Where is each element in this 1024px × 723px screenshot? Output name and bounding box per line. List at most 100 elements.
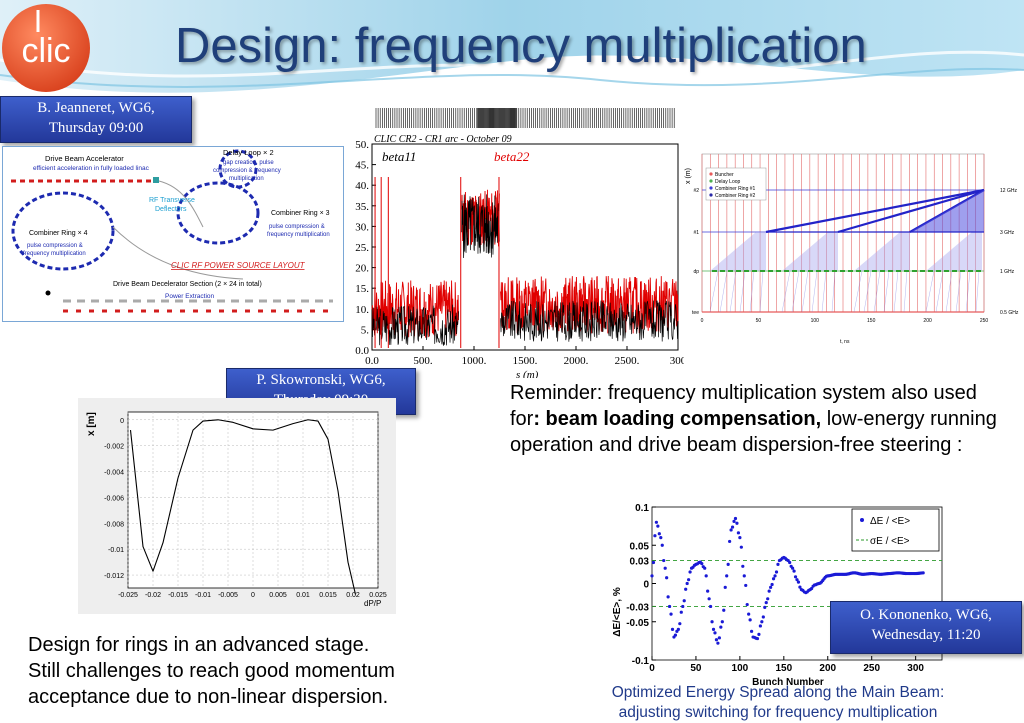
dispersion-xtick-label: -0.01 [195, 592, 211, 599]
dispersion-xtick-label: -0.025 [118, 592, 138, 599]
freq-fan-line [811, 270, 818, 313]
dispersion-chart-svg: x [m] dP/P -0.025 -0.02 -0.015 -0.01 -0.005 0… [86, 411, 387, 608]
energy-xtick-label: 50 [690, 663, 702, 674]
energy-point [733, 516, 738, 521]
svg-text:frequency multiplication: frequency multiplication [23, 251, 86, 257]
energy-legend-2: σE / <E> [870, 536, 910, 547]
svg-text:gap creation, pulse: gap creation, pulse [223, 160, 274, 166]
energy-point [760, 620, 764, 624]
beta-chart-title: CLIC CR2 - CR1 arc - October 09 [374, 134, 512, 145]
svg-text:Combiner Ring × 4: Combiner Ring × 4 [29, 230, 88, 237]
energy-xtick-label: 100 [732, 663, 749, 674]
energy-ytick-label: 0.1 [635, 503, 649, 514]
freq-right-label: 0.5 GHz [1000, 310, 1019, 316]
energy-point [755, 636, 760, 641]
energy-point [650, 574, 654, 578]
energy-point [707, 597, 711, 601]
dispersion-ytick-label: -0.004 [104, 470, 124, 477]
energy-point [771, 577, 776, 581]
svg-text:Drive Beam Decelerator Section: Drive Beam Decelerator Section (2 × 24 i… [113, 281, 262, 288]
beta-ytick-label: 20. [355, 263, 369, 275]
energy-point [739, 545, 743, 549]
energy-point [796, 580, 801, 584]
note-line: Design for rings in an advanced stage. [28, 634, 370, 656]
energy-point [700, 562, 704, 566]
caption-line: Optimized Energy Spread along the Main B… [611, 684, 945, 701]
beta-function-chart: CLIC CR2 - CR1 arc - October 09 beta11 b… [344, 106, 687, 381]
dispersion-xtick-label: -0.02 [145, 592, 161, 599]
logo-text: clic [21, 32, 70, 70]
beta-xtick-label: 500. [413, 355, 433, 367]
energy-point [670, 627, 675, 631]
reminder-part1: Reminder: frequency multiplication syste… [510, 382, 977, 430]
energy-point [748, 618, 752, 622]
freq-fan-line [965, 270, 971, 313]
dispersion-ytick-label: -0.008 [104, 521, 124, 528]
energy-chart-svg: ΔE/<E>, % Bunch Number 0.1 0.05 0.03 0 -0.03… [612, 503, 943, 688]
svg-text:Drive Beam Accelerator: Drive Beam Accelerator [45, 154, 124, 163]
note-line: acceptance due to non-linear dispersion. [28, 686, 389, 708]
energy-legend-box [851, 508, 940, 552]
energy-point [676, 627, 680, 631]
energy-point [793, 575, 798, 579]
energy-point [770, 582, 774, 587]
energy-point [706, 589, 710, 593]
reminder-text: Reminder: frequency multiplication syste… [510, 380, 1005, 458]
energy-ytick-label: -0.03 [626, 602, 649, 613]
design-notes: Design for rings in an advanced stage. S… [28, 632, 508, 710]
energy-point [685, 581, 689, 586]
freq-legend-marker [709, 172, 713, 176]
freq-legend-marker [709, 186, 713, 190]
freq-fan-line [883, 270, 890, 313]
energy-point [662, 558, 666, 563]
energy-point [773, 574, 777, 578]
energy-point [745, 602, 749, 607]
energy-point [742, 574, 746, 578]
beta11-label: beta11 [382, 149, 416, 164]
svg-text:efficient acceleration in full: efficient acceleration in fully loaded l… [33, 165, 150, 172]
freq-fan-line [903, 270, 908, 313]
energy-point [659, 536, 663, 540]
energy-point [688, 570, 692, 574]
freq-plot-area: #2 12 GHz #1 3 GHz dp 1 GHz tee 0.5 GHz BuncherD… [692, 153, 1019, 324]
energy-point [681, 604, 685, 609]
freq-fan-line [759, 270, 764, 313]
beta-ytick-label: 50. [355, 139, 369, 151]
dispersion-ytick-label: -0.006 [104, 495, 124, 502]
beta-xtick-label: 300 [670, 355, 684, 367]
energy-point [728, 539, 732, 544]
freq-fan [854, 232, 910, 271]
beta-xtick-label: 2500. [615, 355, 640, 367]
freq-fan-line [975, 270, 980, 313]
energy-point [726, 562, 730, 566]
energy-point [736, 531, 741, 535]
energy-ytick-label: 0.03 [630, 557, 650, 568]
energy-point [738, 536, 742, 540]
energy-ytick-label: 0 [643, 580, 649, 591]
energy-point [651, 560, 656, 565]
energy-point [921, 571, 925, 575]
energy-point [669, 612, 673, 616]
energy-point [687, 578, 691, 582]
energy-point [741, 564, 745, 568]
svg-text:pulse compression &: pulse compression & [269, 224, 325, 230]
energy-point [714, 638, 719, 642]
energy-point [758, 624, 762, 628]
svg-text:Deflectors: Deflectors [155, 206, 187, 213]
energy-point [716, 641, 720, 645]
freq-chart-svg: x (m) t, ns #2 12 GHz #1 3 GHz dp 1 GHz tee 0.5… [685, 153, 1019, 345]
energy-legend-1: ΔE / <E> [870, 516, 910, 527]
freq-xlabel: t, ns [840, 339, 850, 345]
energy-point [656, 524, 660, 528]
energy-point [810, 586, 814, 591]
energy-point [665, 576, 669, 580]
energy-point [657, 532, 661, 536]
reminder-bold: : beam loading compensation, [533, 408, 822, 430]
energy-point [776, 562, 780, 566]
energy-xtick-label: 250 [863, 663, 880, 674]
dispersion-plot-area: -0.025 -0.02 -0.015 -0.01 -0.005 0 0.005 0.01 0.… [104, 411, 387, 599]
energy-ytick-label: -0.1 [632, 656, 650, 667]
energy-xtick-label: 300 [907, 663, 924, 674]
energy-spread-chart: ΔE/<E>, % Bunch Number 0.1 0.05 0.03 0 -0.03… [598, 500, 948, 690]
beta-xtick-label: 1000. [462, 355, 487, 367]
